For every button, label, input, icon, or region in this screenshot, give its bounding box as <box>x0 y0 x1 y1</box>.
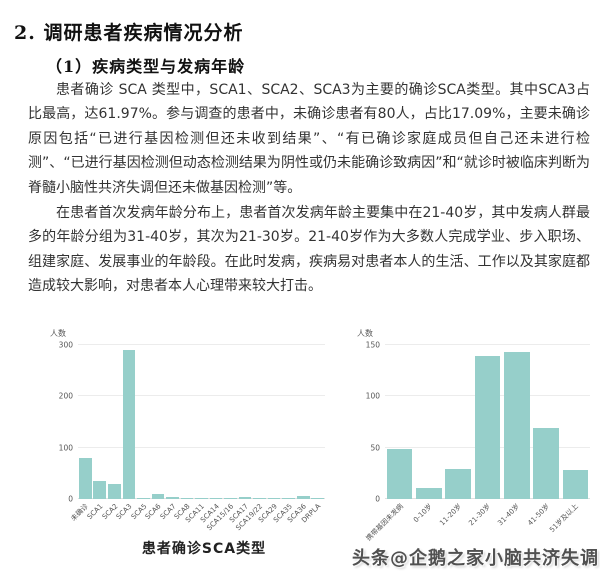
x-tick-label: 31-40岁 <box>496 502 522 528</box>
bar-slot: SCA8 <box>173 345 195 521</box>
x-tick-label: SCA3 <box>115 502 134 522</box>
bar-SCA17 <box>238 497 252 499</box>
y-tick-label: 200 <box>58 391 73 401</box>
bar-0-10岁 <box>416 487 442 499</box>
chart-plot-area: 0 50 100 150 携带基因未发病 0-10岁 11-20岁 21-30岁 31-40岁 4… <box>364 341 590 543</box>
x-tick-label: 11-20岁 <box>438 502 464 528</box>
bar-SCA6 <box>151 493 165 499</box>
bar-slot: 31-40岁 <box>497 345 531 527</box>
bar-SCA19/22 <box>253 498 266 499</box>
y-tick-label: 300 <box>58 340 73 350</box>
bar-slot: SCA3 <box>115 345 137 521</box>
y-tick-label: 100 <box>58 443 73 453</box>
bar-slot: 携带基因未发病 <box>364 345 414 543</box>
section-title: 2. 调研患者疾病情况分析 <box>14 22 244 44</box>
x-tick-label: 21-30岁 <box>467 502 493 528</box>
x-tick-label: 0-10岁 <box>412 502 434 525</box>
x-tick-label: SCA1 <box>85 502 105 522</box>
bar-slot: SCA6 <box>144 345 166 521</box>
bar-SCA8 <box>180 498 194 499</box>
y-axis-unit-label: 人数 <box>50 329 66 338</box>
body-text: 患者确诊 SCA 类型中，SCA1、SCA2、SCA3为主要的确诊SCA类型。其… <box>28 78 590 300</box>
bar-SCA36 <box>296 496 310 499</box>
x-tick-label: 携带基因未发病 <box>364 502 405 543</box>
bar-slot: 41-50岁 <box>526 345 560 527</box>
bar-slot: SCA2 <box>100 345 122 521</box>
bar-slot: SCA19/22 <box>235 345 267 532</box>
chart-title: 患者确诊SCA类型 <box>141 541 267 557</box>
y-tick-label: 100 <box>365 391 380 401</box>
bar-slot: SCA14 <box>199 345 224 524</box>
bar-SCA5 <box>137 498 150 499</box>
gridline-150 <box>385 344 590 345</box>
bar-SCA15/16 <box>224 497 237 499</box>
bar-SCA7 <box>166 497 179 499</box>
bar-slot: SCA29 <box>257 345 282 524</box>
watermark: 头条@企鹅之家小脑共济失调 <box>352 548 599 569</box>
paragraph-disease-types: 患者确诊 SCA 类型中，SCA1、SCA2、SCA3为主要的确诊SCA类型。其… <box>28 82 590 196</box>
y-tick-label: 0 <box>375 494 380 504</box>
bar-slot: SCA36 <box>286 345 311 524</box>
bar-slot: 21-30岁 <box>467 345 502 527</box>
bar-SCA3 <box>122 350 136 499</box>
bar-slot: 0-10岁 <box>412 345 443 524</box>
bar-SCA29 <box>267 498 281 499</box>
bar-31-40岁 <box>504 352 530 499</box>
bar-21-30岁 <box>474 356 501 499</box>
chart-onset-age: 人数 0 50 100 150 携带基因未发病 0-10岁 11-20岁 21-30岁 31-4… <box>333 325 595 561</box>
gridline-300 <box>78 344 325 345</box>
y-axis-unit-label: 人数 <box>357 329 373 338</box>
paragraph-onset-age: 在患者首次发病年龄分布上，患者首次发病年龄主要集中在21-40岁，其中发病人群最… <box>28 205 590 295</box>
bar-slot: SCA5 <box>130 345 151 521</box>
gridline-100 <box>78 446 325 448</box>
bar-slot: 11-20岁 <box>438 345 473 527</box>
chart-plot-area: 0 100 200 300 未确诊 SCA1 SCA2 SCA3 SCA5 SCA6 SCA7 SCA… <box>59 341 326 532</box>
subsection-title: （1）疾病类型与发病年龄 <box>46 57 246 76</box>
bar-slot: DRPLA <box>301 345 326 524</box>
gridline-200 <box>78 395 325 397</box>
bar-SCA2 <box>108 483 121 499</box>
x-tick-label: 51岁及以上 <box>548 502 581 535</box>
bar-SCA35 <box>282 498 296 499</box>
bar-slot: SCA15/16 <box>206 345 238 532</box>
x-tick-label: 41-50岁 <box>526 502 551 528</box>
bar-未确诊 <box>78 457 92 499</box>
y-tick-label: 50 <box>370 443 380 453</box>
bar-slot: SCA7 <box>159 345 180 521</box>
bar-51岁及以上 <box>562 470 589 499</box>
bar-slot: SCA17 <box>228 345 253 524</box>
bar-DRPLA <box>311 498 325 499</box>
bars-layer: 携带基因未发病 0-10岁 11-20岁 21-30岁 31-40岁 41-50岁 51岁及… <box>364 345 590 543</box>
bar-11-20岁 <box>445 469 471 499</box>
bar-slot: SCA1 <box>86 345 108 521</box>
bar-slot: SCA35 <box>272 345 296 524</box>
bar-SCA14 <box>209 498 223 499</box>
bar-slot: SCA11 <box>185 345 209 524</box>
bar-携带基因未发病 <box>386 448 413 499</box>
chart-sca-types: 人数 0 100 200 300 未确诊 SCA1 SCA2 SCA3 SCA5 SCA6 SCA7… <box>26 325 330 561</box>
bar-SCA1 <box>93 480 107 499</box>
y-tick-label: 150 <box>365 340 380 350</box>
bar-slot: 未确诊 <box>70 345 93 523</box>
bar-SCA11 <box>195 498 208 499</box>
bar-41-50岁 <box>533 428 559 499</box>
y-tick-label: 0 <box>68 494 73 504</box>
bar-slot: 51岁及以上 <box>549 345 590 534</box>
bars-layer: 未确诊 SCA1 SCA2 SCA3 SCA5 SCA6 SCA7 SCA8 SCA11 SCA1… <box>70 345 326 532</box>
